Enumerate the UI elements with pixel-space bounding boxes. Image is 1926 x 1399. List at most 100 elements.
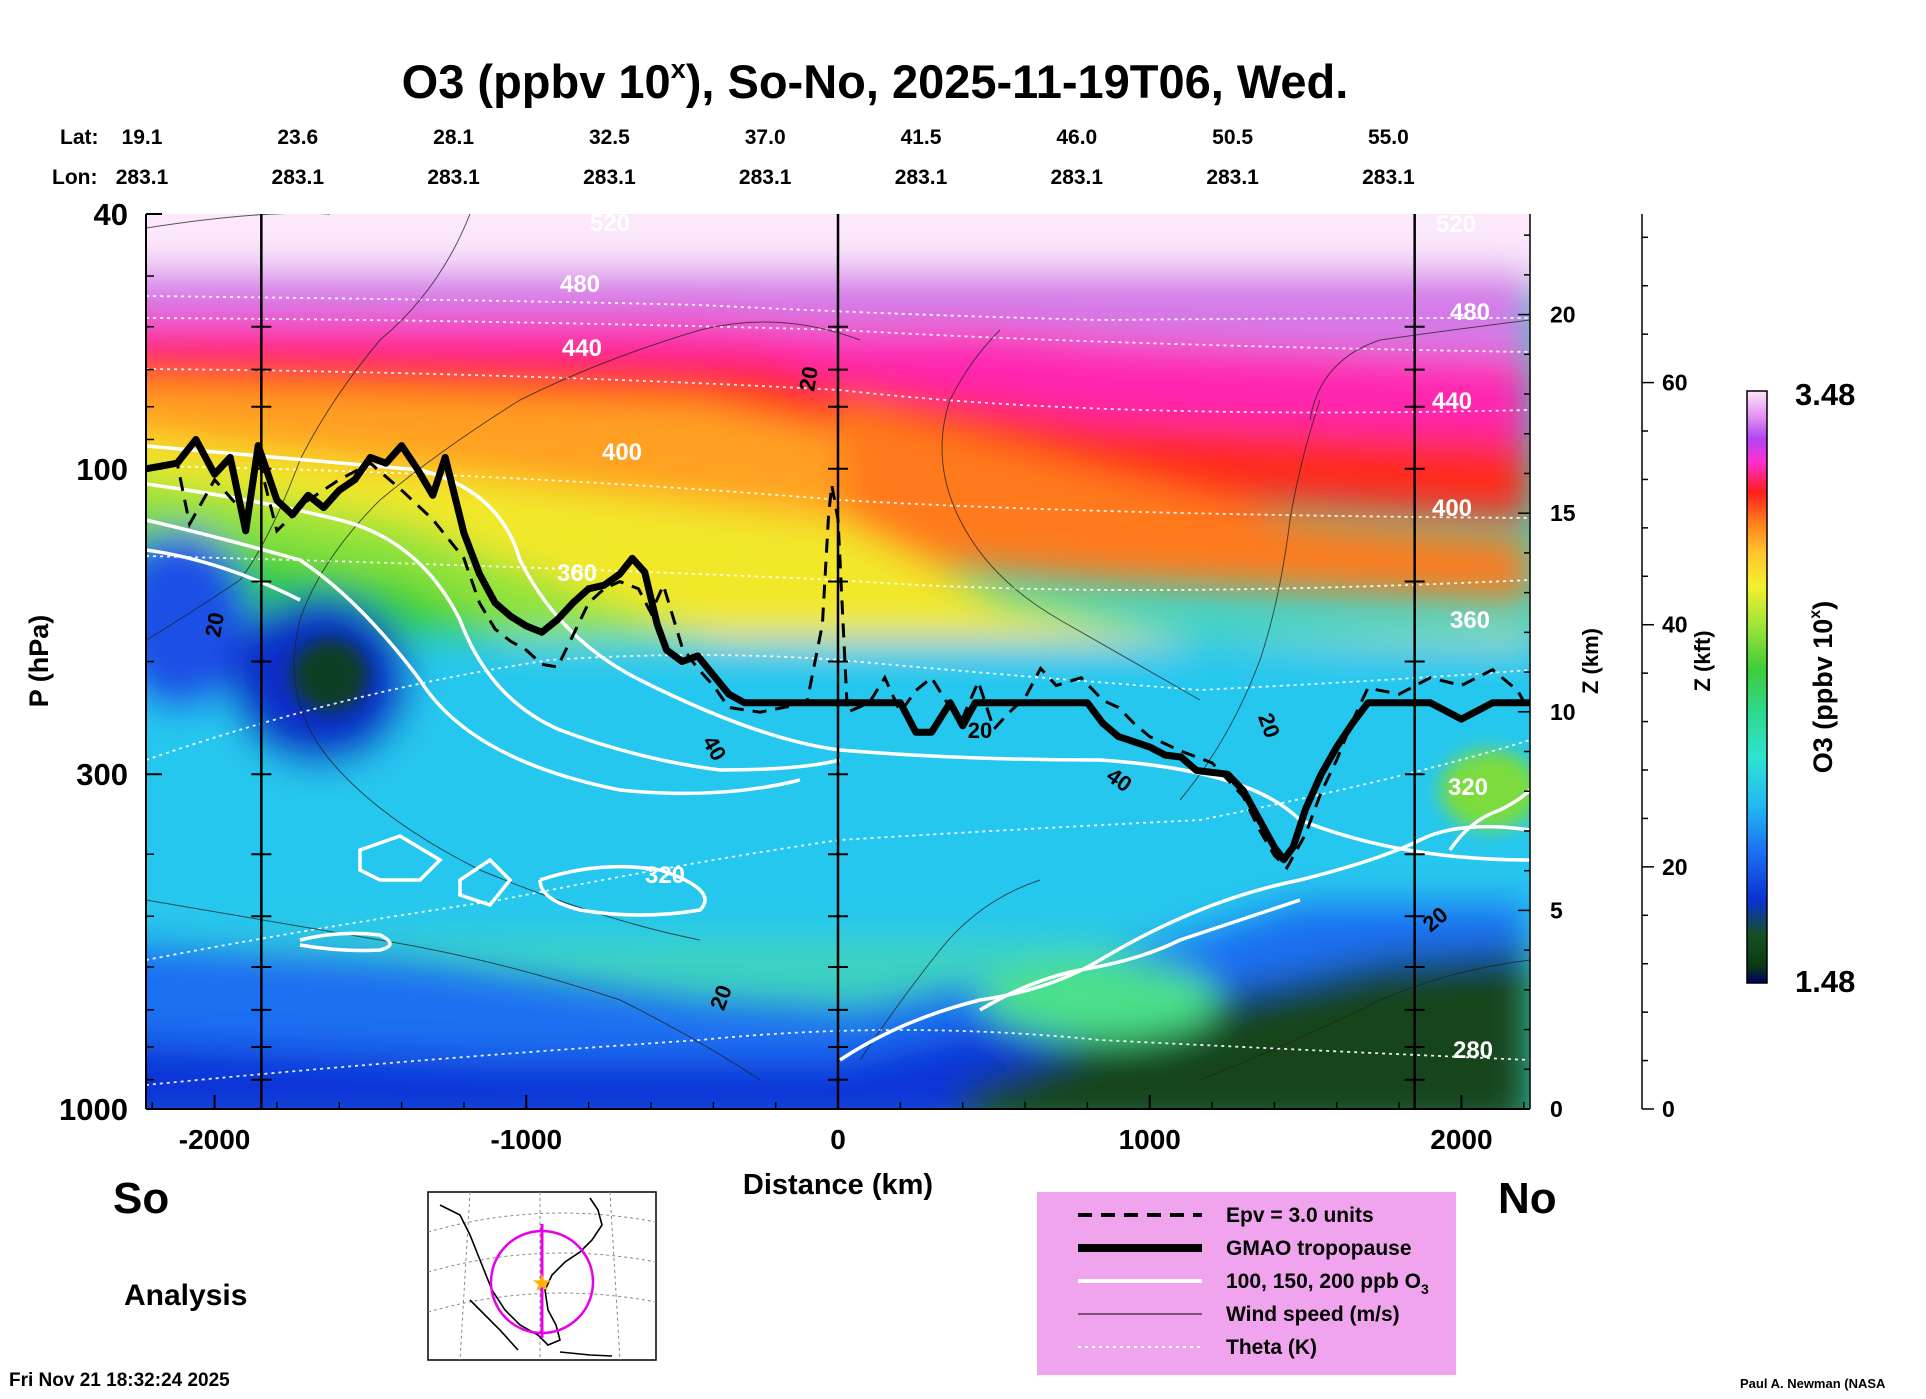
theta-contour-label: 440 bbox=[562, 335, 602, 362]
y-axis-title: P (hPa) bbox=[24, 615, 54, 708]
z-kft-tick-label: 40 bbox=[1662, 612, 1688, 638]
legend-label: Epv = 3.0 units bbox=[1226, 1204, 1374, 1227]
theta-contour-label: 320 bbox=[1448, 774, 1488, 801]
theta-contour-label: 360 bbox=[1450, 607, 1490, 634]
z-km-axis: 0 5 10 15 20 bbox=[1518, 234, 1576, 1122]
legend: Epv = 3.0 units GMAO tropopause 100, 150, … bbox=[1078, 1204, 1429, 1359]
lat-row-label: Lat: bbox=[60, 126, 99, 149]
o3-green-pocket-east bbox=[1440, 750, 1530, 830]
lon-value: 283.1 bbox=[272, 166, 325, 189]
wind-contour bbox=[859, 879, 1041, 1061]
lat-value: 41.5 bbox=[901, 126, 942, 149]
o3-contour bbox=[979, 898, 1301, 1012]
o3-band-green bbox=[146, 529, 1530, 940]
z-km-tick-label: 15 bbox=[1550, 500, 1576, 526]
o3-dark-core bbox=[292, 639, 368, 711]
lat-value: 32.5 bbox=[589, 126, 630, 149]
lat-value: 28.1 bbox=[433, 126, 474, 149]
z-kft-tick-label: 0 bbox=[1662, 1096, 1675, 1122]
x-tick-label: -1000 bbox=[490, 1124, 562, 1155]
wind-contour bbox=[146, 899, 761, 1081]
theta-contour bbox=[146, 654, 1530, 761]
lon-value: 283.1 bbox=[895, 166, 948, 189]
y-axis: 40 100 300 1000 bbox=[59, 197, 162, 1127]
y-tick-label: 40 bbox=[94, 197, 128, 232]
lon-row-label: Lon: bbox=[52, 166, 97, 189]
reference-verticals bbox=[251, 214, 1425, 1109]
theta-contour-label: 400 bbox=[1432, 495, 1472, 522]
footer-credit: Paul A. Newman (NASA bbox=[1740, 1376, 1886, 1391]
tropopause-line bbox=[146, 436, 1530, 864]
map-coastline bbox=[439, 1197, 613, 1357]
theta-contour bbox=[146, 317, 1530, 353]
z-kft-axis-title: Z (kft) bbox=[1690, 630, 1715, 691]
o3-contour bbox=[146, 518, 801, 796]
theta-contour-label: 480 bbox=[560, 271, 600, 298]
colorbar-max-label: 3.48 bbox=[1795, 377, 1855, 412]
lat-value: 55.0 bbox=[1368, 126, 1409, 149]
z-km-tick-label: 20 bbox=[1550, 302, 1576, 328]
theta-contour-label: 320 bbox=[645, 862, 685, 889]
wind-contour bbox=[146, 214, 330, 229]
lat-lon-values: 19.1 283.1 23.6 283.1 28.1 283.1 32.5 283.1 37.0… bbox=[116, 126, 1415, 189]
z-kft-tick-label: 20 bbox=[1662, 854, 1688, 880]
x-axis-title: Distance (km) bbox=[743, 1169, 933, 1201]
plot-area: 520 480 440 400 360 320 280 520 480 440 400 360 320 2… bbox=[146, 210, 1530, 1109]
analysis-label: Analysis bbox=[124, 1279, 247, 1312]
wind-contour bbox=[1199, 959, 1530, 1081]
lon-value: 283.1 bbox=[116, 166, 169, 189]
lat-value: 37.0 bbox=[745, 126, 786, 149]
z-km-axis-title: Z (km) bbox=[1578, 628, 1603, 694]
lon-value: 283.1 bbox=[1362, 166, 1415, 189]
x-tick-label: 2000 bbox=[1430, 1124, 1492, 1155]
colorbar-min-label: 1.48 bbox=[1795, 964, 1855, 999]
south-end-label: So bbox=[113, 1174, 169, 1223]
y-tick-label: 100 bbox=[76, 452, 128, 487]
chart-title: O3 (ppbv 10x), So-No, 2025-11-19T06, Wed… bbox=[402, 54, 1349, 108]
x-tick-label: -2000 bbox=[179, 1124, 251, 1155]
theta-contour-label: 440 bbox=[1432, 388, 1472, 415]
legend-label: Wind speed (m/s) bbox=[1226, 1303, 1400, 1326]
wind-contour bbox=[146, 214, 471, 641]
wind-contour-label: 20 bbox=[794, 364, 823, 392]
theta-contour-label: 280 bbox=[1453, 1037, 1493, 1064]
legend-box bbox=[1037, 1192, 1456, 1375]
o3-contour bbox=[299, 931, 392, 953]
colorbar-title: O3 (ppbv 10x) bbox=[1807, 601, 1838, 773]
theta-contour-label: 360 bbox=[557, 560, 597, 587]
z-kft-tick-label: 60 bbox=[1662, 370, 1688, 396]
legend-label: GMAO tropopause bbox=[1226, 1237, 1412, 1260]
lat-value: 46.0 bbox=[1056, 126, 1097, 149]
footer-timestamp: Fri Nov 21 18:32:24 2025 bbox=[9, 1370, 230, 1391]
colorbar bbox=[1746, 390, 1768, 984]
theta-contour-label: 520 bbox=[590, 210, 630, 237]
lon-value: 283.1 bbox=[427, 166, 480, 189]
wind-speed-contours bbox=[146, 214, 1530, 1081]
x-axis: -2000 -1000 0 1000 2000 bbox=[151, 1095, 1525, 1155]
theta-contour-label: 480 bbox=[1450, 299, 1490, 326]
epv-line bbox=[146, 457, 1530, 871]
y-tick-label: 1000 bbox=[59, 1092, 128, 1127]
o3-contour bbox=[839, 824, 1530, 1062]
north-end-label: No bbox=[1498, 1174, 1557, 1223]
z-km-tick-label: 5 bbox=[1550, 897, 1563, 923]
o3-contour bbox=[146, 548, 301, 602]
lon-value: 283.1 bbox=[1206, 166, 1259, 189]
lon-value: 283.1 bbox=[739, 166, 792, 189]
o3-contour bbox=[538, 864, 707, 917]
map-graticule-4 bbox=[459, 1191, 471, 1361]
wind-contour bbox=[941, 329, 1201, 701]
o3-contour bbox=[458, 857, 513, 908]
theta-contour-label: 520 bbox=[1436, 211, 1476, 238]
wind-contour bbox=[1309, 319, 1530, 421]
map-graticule-1 bbox=[427, 1212, 657, 1233]
o3-contour bbox=[146, 482, 841, 772]
lon-value: 283.1 bbox=[583, 166, 636, 189]
o3-band-darkgreen-ne bbox=[960, 950, 1530, 1109]
gmao-tropopause-line bbox=[146, 436, 1530, 864]
wind-contour-label: 20 bbox=[200, 610, 229, 638]
z-km-tick-label: 10 bbox=[1550, 699, 1576, 725]
legend-label: 100, 150, 200 ppb O3 bbox=[1226, 1270, 1429, 1297]
